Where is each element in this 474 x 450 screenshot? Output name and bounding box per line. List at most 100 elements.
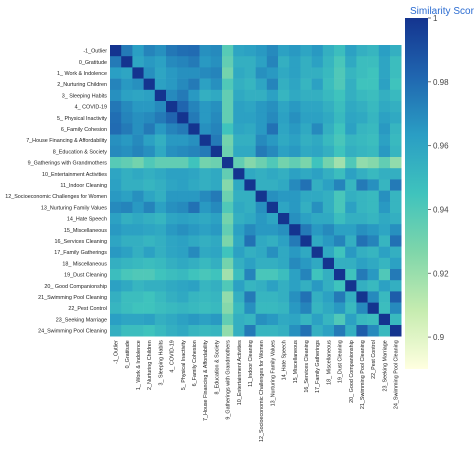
- heatmap-cell: [143, 168, 156, 180]
- heatmap-cell: [199, 45, 212, 57]
- heatmap-cell: [222, 235, 234, 247]
- heatmap-cell: [244, 123, 256, 135]
- heatmap-cell: [143, 257, 156, 270]
- heatmap-cell: [110, 235, 122, 247]
- heatmap-cell: [154, 313, 167, 326]
- heatmap-cell: [378, 56, 391, 68]
- heatmap-cell: [311, 67, 324, 79]
- heatmap-cell: [244, 257, 256, 270]
- heatmap-cell: [233, 313, 245, 326]
- heatmap-cell: [188, 269, 200, 281]
- heatmap-cell: [177, 101, 189, 113]
- heatmap-cell: [345, 213, 357, 225]
- heatmap-cell: [143, 313, 156, 326]
- heatmap-cell: [154, 213, 167, 225]
- heatmap-cell: [210, 213, 223, 225]
- heatmap-cell: [199, 257, 212, 270]
- heatmap-cell: [132, 302, 144, 315]
- heatmap-cell: [300, 235, 312, 247]
- heatmap-cell: [289, 269, 301, 281]
- heatmap-cell: [390, 134, 402, 147]
- heatmap-cell: [222, 89, 234, 102]
- heatmap-cell: [255, 123, 268, 135]
- heatmap-cell: [255, 157, 268, 169]
- heatmap-cell: [121, 78, 133, 91]
- heatmap-cell: [378, 101, 391, 113]
- heatmap-cell: [166, 123, 178, 135]
- x-tick-label: 8_Education & Society: [214, 340, 220, 395]
- heatmap-cell: [390, 179, 402, 191]
- heatmap-cell: [210, 123, 223, 135]
- heatmap-cell: [322, 45, 335, 57]
- heatmap-cell: [278, 157, 290, 169]
- heatmap-cell: [255, 67, 268, 79]
- heatmap-cell: [210, 224, 223, 236]
- heatmap-cell: [311, 112, 324, 124]
- heatmap-cell: [143, 179, 156, 191]
- heatmap-cell: [345, 224, 357, 236]
- y-tick-label: 1_ Work & Indolence: [57, 71, 107, 77]
- heatmap-cell: [367, 313, 380, 326]
- heatmap-cell: [356, 168, 368, 180]
- heatmap-cell: [289, 246, 301, 259]
- heatmap-cell: [199, 168, 212, 180]
- heatmap-cell: [356, 134, 368, 147]
- heatmap-cell: [233, 134, 245, 147]
- heatmap-cell: [334, 190, 346, 203]
- heatmap-cell: [110, 67, 122, 79]
- heatmap-cell: [334, 213, 346, 225]
- heatmap-cell: [300, 168, 312, 180]
- heatmap-cell: [154, 257, 167, 270]
- heatmap-cell: [345, 269, 357, 281]
- heatmap-cell: [121, 123, 133, 135]
- heatmap-cell: [322, 67, 335, 79]
- heatmap-cell: [154, 134, 167, 147]
- y-tick-label: -1_Outlier: [83, 49, 107, 55]
- heatmap-cell: [378, 134, 391, 147]
- colorbar: Similarity Score 0.9 0.92 0.94 0.96 0.98 1: [405, 6, 474, 369]
- heatmap-cell: [244, 235, 256, 247]
- heatmap-cell: [322, 101, 335, 113]
- heatmap-cell: [143, 224, 156, 236]
- colorbar-tick-label: 0.9: [433, 333, 445, 342]
- heatmap-cell: [121, 112, 133, 124]
- heatmap-cell: [266, 213, 279, 225]
- heatmap-cell: [188, 213, 200, 225]
- heatmap-cell: [143, 235, 156, 247]
- y-tick-label: 7_House Financing & Affordability: [26, 138, 107, 144]
- heatmap-cell: [356, 201, 368, 214]
- colorbar-gradient: [405, 18, 428, 369]
- heatmap-cell: [244, 78, 256, 91]
- heatmap-cell: [322, 134, 335, 147]
- heatmap-cell: [378, 145, 391, 158]
- heatmap-cell: [132, 145, 144, 158]
- y-tick-label: 5_ Physical Inactivity: [57, 116, 107, 122]
- heatmap-cell: [143, 89, 156, 102]
- heatmap-cell: [300, 89, 312, 102]
- heatmap-cell: [334, 101, 346, 113]
- heatmap-cell: [266, 246, 279, 259]
- heatmap-cell: [334, 89, 346, 102]
- colorbar-title: Similarity Score: [410, 6, 474, 17]
- heatmap-cell: [188, 78, 200, 91]
- heatmap-cell: [334, 45, 346, 57]
- heatmap-cell: [177, 201, 189, 214]
- heatmap-cell: [210, 257, 223, 270]
- heatmap-cell: [177, 313, 189, 326]
- heatmap-cell: [266, 235, 279, 247]
- x-tick-label: 17_Family Gatherings: [315, 340, 321, 393]
- heatmap-cell: [177, 302, 189, 315]
- heatmap-cell: [356, 302, 368, 315]
- heatmap-cell: [390, 313, 402, 326]
- heatmap-cell: [311, 201, 324, 214]
- heatmap-cell: [222, 45, 234, 57]
- x-tick-label: 1_ Work & Indolence: [136, 340, 142, 390]
- heatmap-cell: [378, 157, 391, 169]
- heatmap-cell: [188, 325, 200, 337]
- heatmap-cell: [154, 56, 167, 68]
- heatmap-cell: [110, 325, 122, 337]
- heatmap-cell: [345, 67, 357, 79]
- heatmap-cell: [154, 201, 167, 214]
- heatmap-cell: [289, 179, 301, 191]
- heatmap-cell: [300, 179, 312, 191]
